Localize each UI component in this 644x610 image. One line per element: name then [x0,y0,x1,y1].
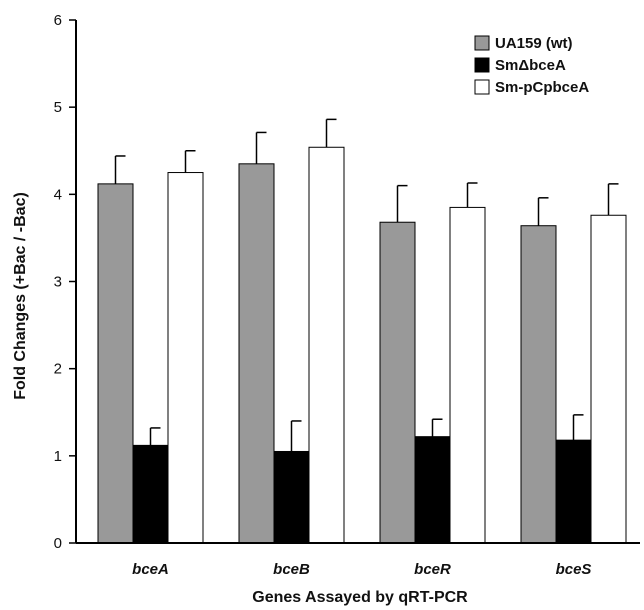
y-tick-label: 3 [54,274,62,291]
x-axis-title: Genes Assayed by qRT-PCR [252,589,468,606]
bar [379,221,416,544]
x-tick-label: bceR [414,561,451,578]
y-tick-label: 5 [54,99,62,116]
y-tick-label: 2 [54,361,62,378]
bar [97,183,134,544]
bars-layer [97,118,627,544]
y-axis-title: Fold Changes (+Bac / -Bac) [12,192,29,400]
bar [555,439,592,544]
x-tick-label: bceA [132,561,169,578]
y-tick-label: 4 [54,186,62,203]
bar [520,225,557,544]
bar [590,214,627,544]
legend-swatch [474,57,490,73]
bar [132,444,169,544]
legend-label: Sm-pCpbceA [495,79,589,96]
legend-swatch [474,35,490,51]
legend-swatch [474,79,490,95]
y-tick-label: 0 [54,535,62,552]
legend: UA159 (wt) SmΔbceA Sm-pCpbceA [474,35,589,96]
legend-label: SmΔbceA [495,57,566,74]
bar [414,436,451,544]
bar [238,163,275,544]
bar [308,146,345,544]
bar [167,172,204,544]
legend-label: UA159 (wt) [495,35,573,52]
x-tick-label: bceB [273,561,310,578]
x-tick-label: bceS [556,561,592,578]
bar [449,206,486,544]
y-tick-label: 1 [54,448,62,465]
bar [273,450,310,544]
y-tick-label: 6 [54,12,62,29]
axes-layer [69,19,640,544]
labels-layer: 0 1 2 3 4 5 6 bceA bceB bceR bceS [54,12,592,578]
